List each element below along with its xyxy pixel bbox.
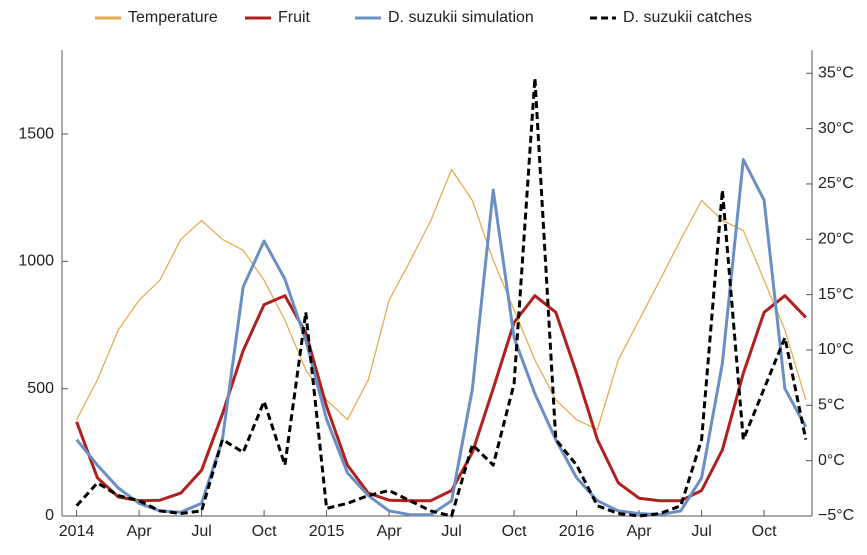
- y2-tick-label: 20°C: [818, 230, 854, 247]
- x-tick-label: Apr: [377, 523, 403, 540]
- x-tick-label: Apr: [627, 523, 653, 540]
- legend-label: D. suzukii catches: [623, 9, 752, 26]
- x-tick-label: Oct: [252, 523, 277, 540]
- y2-tick-label: 35°C: [818, 64, 854, 81]
- x-tick-label: Jul: [691, 523, 711, 540]
- series-line: [75, 76, 808, 518]
- y2-tick-label: 25°C: [818, 175, 854, 192]
- x-tick-label: 2016: [559, 523, 595, 540]
- y2-tick-label: 5°C: [818, 397, 845, 414]
- y-tick-label: 0: [45, 507, 54, 524]
- legend-label: Fruit: [278, 9, 311, 26]
- y-tick-label: 1500: [18, 125, 54, 142]
- x-tick-label: Apr: [127, 523, 153, 540]
- x-tick-label: Jul: [191, 523, 211, 540]
- x-tick-label: Jul: [441, 523, 461, 540]
- y2-tick-label: −5°C: [818, 507, 854, 524]
- y-tick-label: 1000: [18, 253, 54, 270]
- y-tick-label: 500: [27, 380, 54, 397]
- x-tick-label: Oct: [752, 523, 777, 540]
- x-tick-label: Oct: [502, 523, 527, 540]
- x-tick-label: 2014: [59, 523, 95, 540]
- x-tick-label: 2015: [309, 523, 345, 540]
- series-line: [75, 294, 807, 503]
- y2-tick-label: 30°C: [818, 120, 854, 137]
- series-line: [76, 168, 807, 431]
- series-line: [75, 158, 808, 517]
- y2-tick-label: 15°C: [818, 286, 854, 303]
- legend-label: D. suzukii simulation: [388, 9, 534, 26]
- y2-tick-label: 0°C: [818, 452, 845, 469]
- y2-tick-label: 10°C: [818, 341, 854, 358]
- legend-label: Temperature: [128, 9, 218, 26]
